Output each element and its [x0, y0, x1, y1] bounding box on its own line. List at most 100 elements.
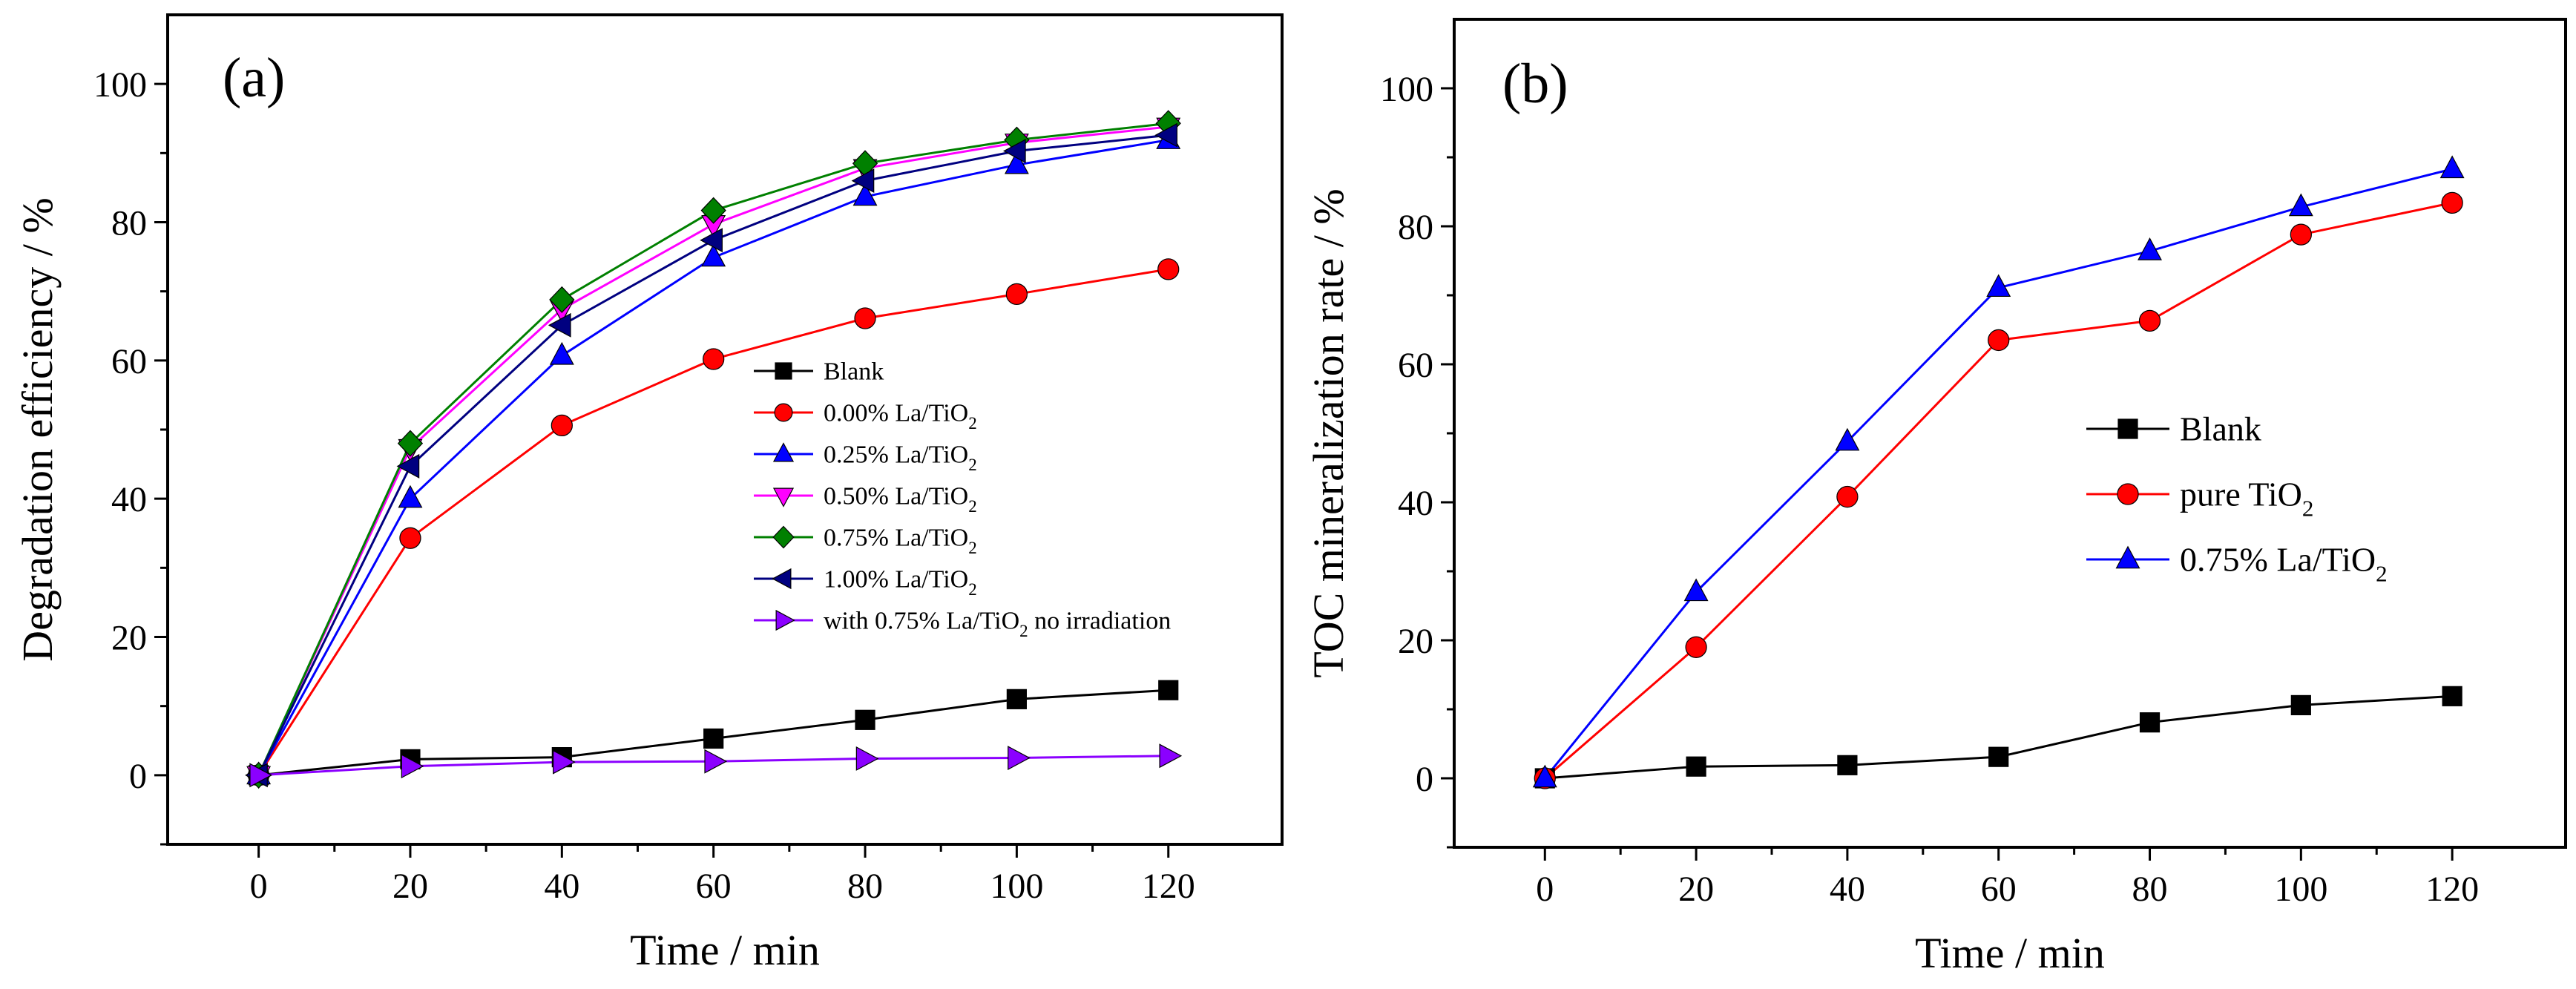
y-tick-label: 100: [1380, 70, 1433, 109]
data-point-s1-6: [1157, 258, 1180, 280]
data-point-s5-6: [1154, 122, 1178, 148]
y-axis-title: TOC mineralization rate / %: [1304, 188, 1353, 677]
data-point-s2-1: [1683, 578, 1709, 602]
x-tick-label: 20: [1678, 870, 1714, 909]
y-tick-label: 40: [1398, 484, 1433, 523]
y-tick-label: 60: [1398, 346, 1433, 385]
data-point-s0-4: [2139, 712, 2161, 733]
data-point-s1-4: [854, 307, 876, 329]
data-point-s2-0: [1532, 764, 1557, 788]
y-tick-label: 80: [1398, 208, 1433, 247]
panel-a-degradation-chart: 0 20 40 60 80 100 120 0 20 40 60 80 100 Time / min Deg…: [13, 13, 1284, 974]
legend-label-1: pure TiO2: [2180, 476, 2313, 522]
data-point-s0-3: [703, 728, 724, 749]
data-point-s1-5: [2290, 223, 2312, 246]
data-point-s0-1: [1686, 756, 1706, 777]
x-tick-label: 100: [990, 867, 1043, 906]
data-point-s0-5: [1006, 689, 1027, 709]
data-point-s2-3: [701, 243, 726, 267]
y-tick-label: 40: [111, 480, 147, 519]
data-point-s5-1: [396, 453, 420, 479]
x-tick-label: 20: [392, 867, 428, 906]
legend-label-3: 0.50% La/TiO2: [824, 483, 977, 516]
legend-label-2: 0.25% La/TiO2: [824, 441, 977, 474]
y-axis-title: Degradation efficiency / %: [13, 197, 62, 661]
data-point-s1-4: [2138, 309, 2161, 332]
x-axis-title: Time / min: [1915, 929, 2105, 977]
panel-label: (b): [1502, 53, 1568, 115]
series-line-2: [1544, 168, 2453, 779]
data-point-s2-4: [852, 183, 878, 206]
legend-marker-5: [772, 568, 792, 590]
data-point-s1-6: [2441, 191, 2463, 214]
data-point-s6-5: [1008, 746, 1031, 770]
x-tick-label: 120: [2425, 870, 2479, 909]
y-tick-label: 0: [129, 757, 147, 796]
data-point-s0-3: [1988, 746, 2009, 767]
data-point-s0-5: [2290, 694, 2311, 716]
legend-marker-3: [772, 487, 795, 507]
data-point-s5-4: [851, 168, 875, 194]
legend-marker-4: [772, 525, 795, 549]
x-tick-label: 120: [1142, 867, 1195, 906]
x-tick-label: 60: [1981, 870, 2017, 909]
legend-marker-6: [775, 609, 795, 631]
legend-label-5: 1.00% La/TiO2: [824, 566, 977, 599]
x-tick-label: 40: [544, 867, 579, 906]
data-point-s4-2: [549, 286, 575, 313]
y-tick-label: 20: [1398, 622, 1433, 661]
data-point-s5-2: [548, 312, 571, 338]
data-point-s6-3: [704, 749, 728, 774]
data-point-s4-3: [700, 197, 726, 224]
data-point-s0-6: [2442, 686, 2462, 706]
data-point-s2-4: [2138, 237, 2162, 260]
legend-marker-0: [2117, 418, 2138, 439]
data-point-s2-2: [1835, 427, 1860, 451]
data-point-s6-2: [553, 749, 576, 775]
data-point-s6-1: [401, 754, 424, 779]
x-tick-label: 80: [2132, 870, 2168, 909]
y-tick-label: 60: [111, 342, 147, 381]
legend-label-6: with 0.75% La/TiO2 no irradiation: [824, 608, 1171, 640]
x-tick-label: 0: [250, 867, 268, 906]
data-point-s1-1: [399, 527, 421, 549]
data-point-s6-4: [855, 746, 879, 771]
panel-label: (a): [223, 47, 285, 109]
legend-label-0: Blank: [824, 358, 884, 386]
data-point-s5-5: [1002, 139, 1026, 163]
data-point-s2-1: [398, 484, 423, 508]
data-point-s2-5: [1004, 151, 1029, 174]
data-point-s1-5: [1005, 283, 1028, 306]
legend-label-4: 0.75% La/TiO2: [824, 525, 977, 557]
legend-marker-1: [2117, 483, 2139, 505]
data-point-s1-3: [1988, 329, 2010, 352]
panel-b-toc-chart: 0 20 40 60 80 100 120 0 20 40 60 80 100 Time / min TOC…: [1304, 18, 2567, 977]
legend-marker-2: [2115, 545, 2140, 569]
data-point-s5-3: [700, 228, 723, 253]
plot-frame: [1453, 18, 2567, 849]
data-point-s1-1: [1685, 636, 1707, 658]
plot-frame: [166, 13, 1284, 846]
x-axis-title: Time / min: [630, 926, 820, 974]
data-point-s6-0: [249, 763, 273, 788]
legend-label-2: 0.75% La/TiO2: [2180, 541, 2388, 587]
x-tick-label: 100: [2274, 870, 2327, 909]
data-point-s1-3: [703, 348, 725, 370]
legend-label-0: Blank: [2180, 410, 2261, 448]
data-point-s2-5: [2288, 193, 2313, 217]
y-tick-label: 100: [93, 65, 147, 105]
x-tick-label: 40: [1830, 870, 1865, 909]
data-point-s2-2: [549, 341, 574, 365]
data-point-s2-6: [2439, 155, 2465, 179]
x-tick-label: 60: [696, 867, 732, 906]
y-tick-label: 0: [1416, 760, 1433, 799]
data-point-s0-4: [855, 709, 875, 730]
data-point-s0-6: [1158, 680, 1179, 700]
y-tick-label: 80: [111, 204, 147, 243]
x-tick-label: 80: [847, 867, 883, 906]
data-point-s1-2: [551, 414, 573, 437]
legend-label-1: 0.00% La/TiO2: [824, 400, 977, 433]
data-point-s2-3: [1986, 274, 2011, 298]
data-point-s1-2: [1836, 485, 1859, 508]
